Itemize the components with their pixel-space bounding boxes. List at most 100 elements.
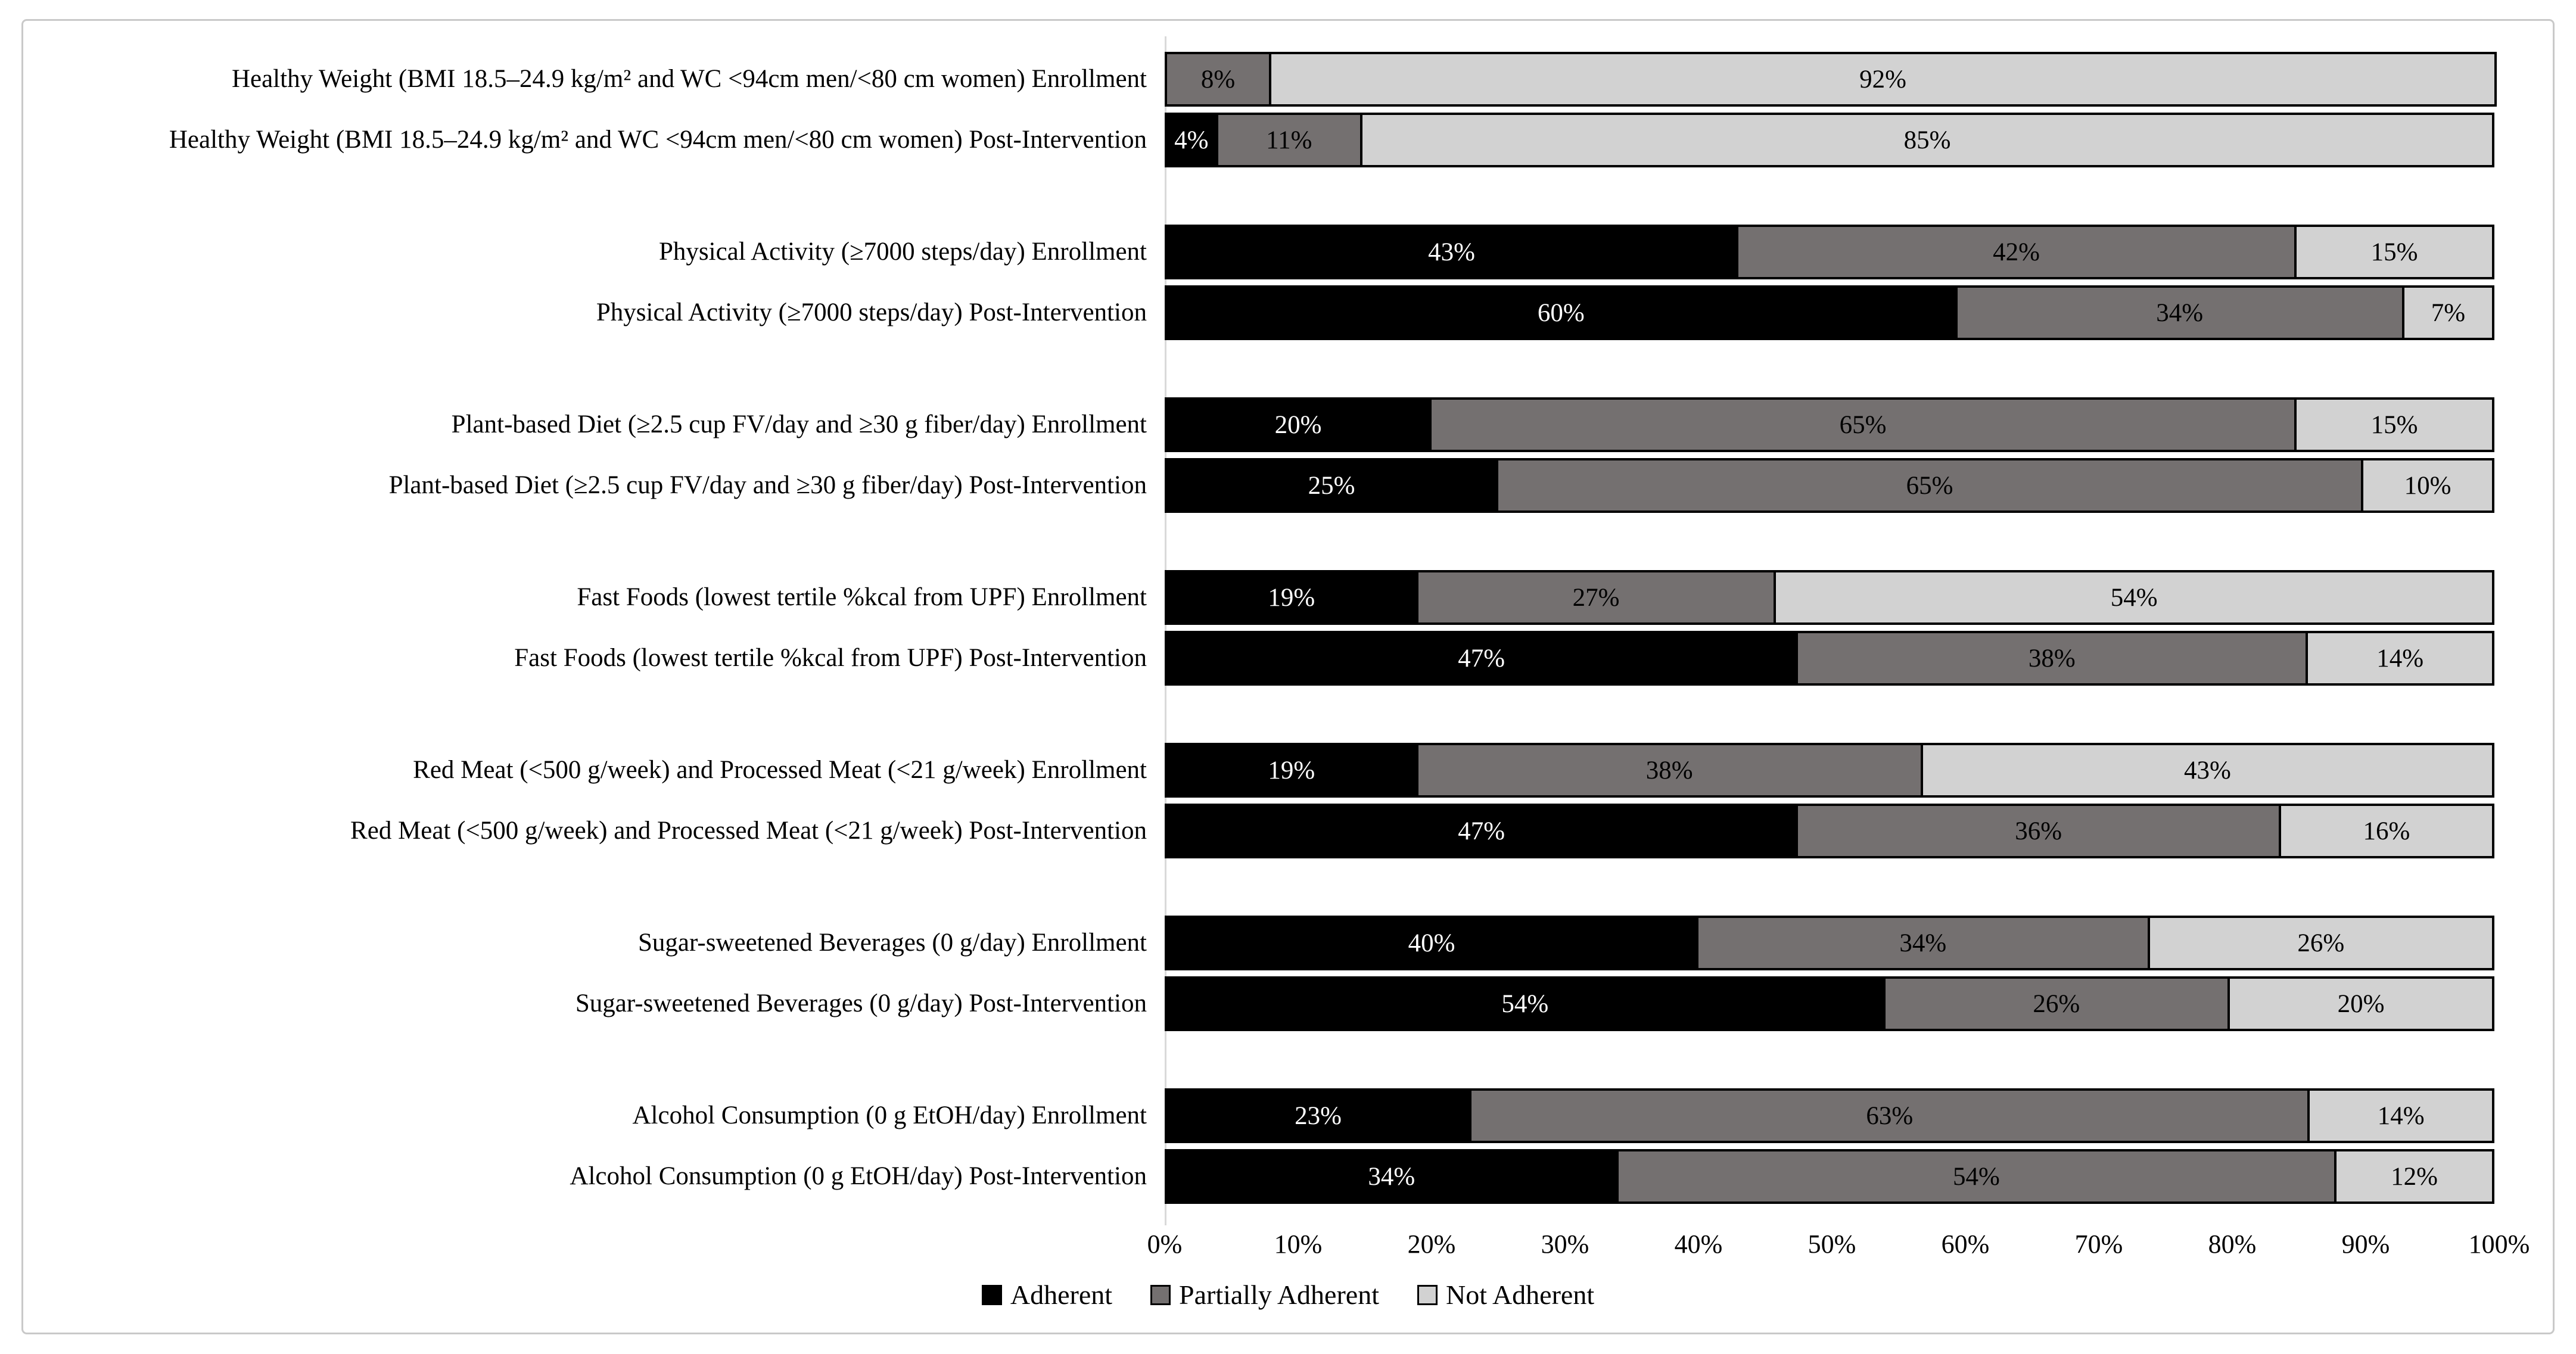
- bar-value-label: 25%: [1308, 471, 1355, 500]
- x-tick-label: 60%: [1941, 1230, 1990, 1259]
- bar-segment: 34%: [1955, 285, 2404, 340]
- row-label: Alcohol Consumption (0 g EtOH/day) Enrol…: [632, 1101, 1147, 1130]
- row-label: Healthy Weight (BMI 18.5–24.9 kg/m² and …: [231, 65, 1147, 94]
- bar-segment: 10%: [2361, 458, 2494, 513]
- row-label: Alcohol Consumption (0 g EtOH/day) Post-…: [570, 1162, 1147, 1191]
- bar-segment: 42%: [1736, 225, 2297, 279]
- bar-row: Sugar-sweetened Beverages (0 g/day) Post…: [39, 976, 2499, 1031]
- bar-segment: 4%: [1165, 113, 1218, 167]
- bar-value-label: 14%: [2377, 1101, 2425, 1130]
- legend-swatch: [981, 1284, 1002, 1305]
- bar-value-label: 26%: [2297, 929, 2345, 957]
- bar-group: Fast Foods (lowest tertile %kcal from UP…: [39, 570, 2499, 686]
- bar-value-label: 38%: [2028, 644, 2076, 673]
- bar-segment: 20%: [2227, 976, 2494, 1031]
- legend-item: Adherent: [981, 1279, 1113, 1311]
- bar-segment: 54%: [1774, 570, 2494, 625]
- bar-group: Red Meat (<500 g/week) and Processed Mea…: [39, 743, 2499, 858]
- row-label: Plant-based Diet (≥2.5 cup FV/day and ≥3…: [451, 410, 1147, 439]
- bar-segment: 19%: [1165, 743, 1418, 798]
- figure-frame: Healthy Weight (BMI 18.5–24.9 kg/m² and …: [21, 19, 2555, 1334]
- bar-segment: 36%: [1796, 804, 2281, 858]
- bar-value-label: 63%: [1866, 1101, 1914, 1130]
- bar-segment: 20%: [1165, 397, 1432, 452]
- bar-row: Physical Activity (≥7000 steps/day) Enro…: [39, 225, 2499, 279]
- row-label: Fast Foods (lowest tertile %kcal from UP…: [577, 583, 1147, 612]
- bar-track: 4% 11% 85%: [1165, 113, 2499, 167]
- bar-value-label: 85%: [1903, 126, 1951, 154]
- x-tick-label: 80%: [2208, 1230, 2257, 1259]
- bar-row: Fast Foods (lowest tertile %kcal from UP…: [39, 570, 2499, 625]
- bar-row: Sugar-sweetened Beverages (0 g/day) Enro…: [39, 916, 2499, 970]
- bar-value-label: 43%: [1428, 238, 1475, 266]
- bar-segment: 40%: [1165, 916, 1698, 970]
- bar-value-label: 16%: [2363, 817, 2410, 845]
- bar-segment: 85%: [1359, 113, 2494, 167]
- bar-track: 43% 42% 15%: [1165, 225, 2499, 279]
- bar-value-label: 92%: [1859, 65, 1906, 94]
- bar-segment: 12%: [2334, 1149, 2494, 1204]
- bar-value-label: 54%: [2110, 583, 2158, 612]
- bar-value-label: 19%: [1268, 756, 1315, 785]
- bar-value-label: 15%: [2370, 410, 2418, 439]
- bar-value-label: 34%: [2156, 298, 2204, 327]
- bar-value-label: 36%: [2015, 817, 2062, 845]
- row-label: Physical Activity (≥7000 steps/day) Enro…: [659, 238, 1147, 266]
- bar-value-label: 54%: [1952, 1162, 2000, 1191]
- legend-label: Not Adherent: [1446, 1280, 1595, 1310]
- bar-segment: 43%: [1920, 743, 2494, 798]
- bar-segment: 47%: [1165, 804, 1799, 858]
- x-tick-label: 50%: [1807, 1230, 1856, 1259]
- bar-track: 19% 27% 54%: [1165, 570, 2499, 625]
- x-tick-label: 40%: [1674, 1230, 1723, 1259]
- bar-track: 8% 92%: [1165, 52, 2499, 107]
- legend: Adherent Partially Adherent Not Adherent: [23, 1279, 2553, 1311]
- bar-value-label: 47%: [1458, 817, 1505, 845]
- bar-row: Red Meat (<500 g/week) and Processed Mea…: [39, 804, 2499, 858]
- x-tick-label: 20%: [1407, 1230, 1456, 1259]
- bar-value-label: 43%: [2183, 756, 2231, 785]
- bar-row: Red Meat (<500 g/week) and Processed Mea…: [39, 743, 2499, 798]
- row-label: Fast Foods (lowest tertile %kcal from UP…: [514, 644, 1147, 673]
- bar-segment: 11%: [1215, 113, 1362, 167]
- bar-segment: 14%: [2307, 1088, 2494, 1143]
- bar-row: Plant-based Diet (≥2.5 cup FV/day and ≥3…: [39, 458, 2499, 513]
- bar-value-label: 4%: [1174, 126, 1209, 154]
- bar-value-label: 12%: [2391, 1162, 2438, 1191]
- bar-value-label: 34%: [1899, 929, 1947, 957]
- legend-swatch: [1150, 1284, 1171, 1305]
- x-tick-label: 90%: [2341, 1230, 2390, 1259]
- bar-group: Physical Activity (≥7000 steps/day) Enro…: [39, 225, 2499, 340]
- bar-group: Sugar-sweetened Beverages (0 g/day) Enro…: [39, 916, 2499, 1031]
- bar-segment: 23%: [1165, 1088, 1472, 1143]
- bar-segment: 47%: [1165, 631, 1799, 686]
- bar-track: 20% 65% 15%: [1165, 397, 2499, 452]
- legend-item: Not Adherent: [1417, 1279, 1594, 1311]
- bar-track: 40% 34% 26%: [1165, 916, 2499, 970]
- row-label: Sugar-sweetened Beverages (0 g/day) Post…: [575, 989, 1147, 1018]
- bar-segment: 43%: [1165, 225, 1739, 279]
- bar-row: Fast Foods (lowest tertile %kcal from UP…: [39, 631, 2499, 686]
- row-label: Plant-based Diet (≥2.5 cup FV/day and ≥3…: [388, 471, 1147, 500]
- bar-segment: 54%: [1616, 1149, 2337, 1204]
- bar-segment: 15%: [2294, 397, 2494, 452]
- bar-row: Plant-based Diet (≥2.5 cup FV/day and ≥3…: [39, 397, 2499, 452]
- x-tick-label: 0%: [1147, 1230, 1183, 1259]
- bar-value-label: 47%: [1458, 644, 1505, 673]
- bar-value-label: 23%: [1295, 1101, 1342, 1130]
- bar-value-label: 40%: [1408, 929, 1455, 957]
- bar-segment: 25%: [1165, 458, 1498, 513]
- x-tick-label: 10%: [1274, 1230, 1323, 1259]
- legend-label: Adherent: [1010, 1280, 1113, 1310]
- x-axis-ticks: 0% 10% 20% 30% 40% 50% 60% 70% 80% 90% 100%: [1147, 1229, 2530, 1265]
- bar-segment: 34%: [1165, 1149, 1619, 1204]
- bar-group: Alcohol Consumption (0 g EtOH/day) Enrol…: [39, 1088, 2499, 1204]
- bar-value-label: 8%: [1200, 65, 1236, 94]
- bar-value-label: 26%: [2033, 989, 2080, 1018]
- row-label: Sugar-sweetened Beverages (0 g/day) Enro…: [637, 929, 1147, 957]
- bar-segment: 65%: [1496, 458, 2363, 513]
- bar-value-label: 27%: [1572, 583, 1620, 612]
- bar-groups: Healthy Weight (BMI 18.5–24.9 kg/m² and …: [39, 52, 2499, 1204]
- bar-row: Healthy Weight (BMI 18.5–24.9 kg/m² and …: [39, 113, 2499, 167]
- bar-segment: 65%: [1429, 397, 2297, 452]
